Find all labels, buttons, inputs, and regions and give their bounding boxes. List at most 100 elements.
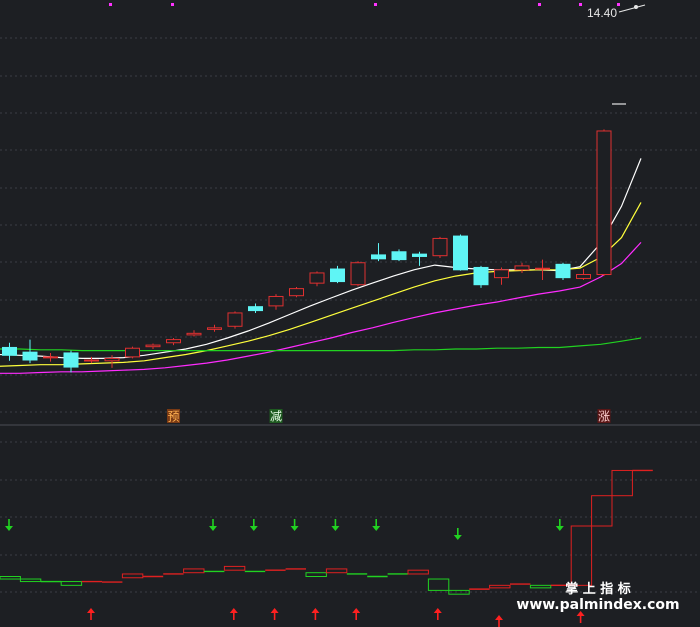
candle-body bbox=[576, 274, 591, 279]
candle bbox=[309, 271, 325, 287]
arrow-head bbox=[5, 526, 13, 531]
signal-tag-bg bbox=[269, 409, 283, 423]
candle bbox=[104, 355, 120, 368]
arrow-head bbox=[249, 526, 258, 531]
watermark-url: www.palmindex.com bbox=[516, 597, 679, 613]
sell-arrow bbox=[249, 519, 258, 531]
candle bbox=[576, 269, 591, 280]
indicator-bar bbox=[611, 469, 633, 497]
buy-arrow bbox=[311, 608, 320, 620]
candle-body bbox=[145, 344, 161, 348]
candle bbox=[166, 338, 181, 346]
candle-body bbox=[555, 263, 571, 279]
indicator-bar bbox=[591, 495, 613, 527]
watermark-title: 掌 上 指 标 bbox=[565, 581, 631, 597]
candle-body bbox=[391, 251, 407, 261]
signal-tag: 涨 bbox=[597, 409, 611, 424]
candle-body bbox=[248, 306, 263, 312]
candle bbox=[453, 234, 468, 271]
buy-arrow bbox=[495, 615, 503, 627]
candle-body bbox=[596, 130, 612, 276]
candle-body bbox=[268, 295, 284, 307]
indicator-bar bbox=[305, 572, 327, 578]
indicator-bar bbox=[570, 525, 593, 586]
moving-average-line bbox=[0, 202, 642, 367]
grid-lines bbox=[0, 37, 700, 593]
buy-arrow bbox=[229, 608, 238, 620]
candle bbox=[2, 342, 17, 361]
signal-tags: 预减涨 bbox=[167, 409, 611, 424]
marker-dot bbox=[374, 3, 377, 6]
candle bbox=[289, 287, 304, 298]
marker-dot bbox=[617, 3, 620, 6]
candle-body bbox=[371, 254, 386, 260]
arrow-head bbox=[209, 526, 217, 531]
arrow-head bbox=[576, 611, 585, 616]
arrow-head bbox=[87, 608, 95, 613]
candle-body bbox=[473, 266, 489, 286]
arrow-head bbox=[229, 608, 238, 613]
candle bbox=[371, 243, 386, 262]
signal-tag-bg bbox=[167, 409, 180, 423]
top-marker-dots bbox=[109, 3, 620, 6]
candle bbox=[350, 261, 366, 287]
candle bbox=[432, 236, 448, 259]
candle-body bbox=[43, 356, 58, 359]
indicator-bar bbox=[407, 569, 429, 575]
buy-arrow bbox=[352, 608, 361, 620]
candle-body bbox=[494, 269, 509, 279]
sell-arrow bbox=[331, 519, 340, 531]
sell-arrow bbox=[5, 519, 13, 531]
watermark: 掌 上 指 标 www.palmindex.com bbox=[516, 581, 679, 613]
signal-tag-bg bbox=[597, 409, 611, 423]
indicator-bar bbox=[183, 568, 205, 574]
candle-body bbox=[412, 253, 427, 257]
signal-tag: 减 bbox=[269, 409, 283, 424]
candle-body bbox=[453, 235, 468, 271]
marker-dot bbox=[171, 3, 174, 6]
candle-body bbox=[63, 352, 79, 368]
sell-arrow bbox=[209, 519, 217, 531]
candle-body bbox=[289, 288, 304, 297]
indicator-bar bbox=[529, 584, 552, 589]
candle bbox=[145, 343, 161, 350]
candle bbox=[207, 324, 222, 332]
candle bbox=[84, 356, 99, 364]
arrow-head bbox=[352, 608, 361, 613]
max-price-label: 14.40 bbox=[587, 6, 617, 20]
candle-body bbox=[514, 265, 530, 271]
candle-body bbox=[350, 262, 366, 286]
marker-dot bbox=[109, 3, 112, 6]
signal-tag-label: 减 bbox=[270, 410, 282, 424]
candle bbox=[248, 303, 263, 313]
signal-tag: 预 bbox=[167, 409, 180, 424]
indicator-bar bbox=[0, 576, 21, 580]
arrow-head bbox=[495, 615, 503, 620]
arrow-head bbox=[290, 526, 299, 531]
candle bbox=[22, 339, 38, 364]
buy-arrow bbox=[270, 608, 279, 620]
buy-arrow bbox=[87, 608, 95, 620]
indicator-bar bbox=[427, 578, 450, 591]
arrow-head bbox=[372, 526, 381, 531]
marker-dot bbox=[579, 3, 582, 6]
marker-dot bbox=[538, 3, 541, 6]
candle bbox=[555, 262, 571, 280]
candle-body bbox=[22, 351, 38, 361]
arrow-head bbox=[433, 608, 442, 613]
candle-body bbox=[432, 237, 448, 257]
moving-average-line bbox=[0, 241, 642, 374]
indicator-arrows bbox=[5, 519, 585, 627]
candle bbox=[63, 350, 79, 373]
candle bbox=[514, 262, 530, 273]
arrow-head bbox=[311, 608, 320, 613]
candle bbox=[535, 259, 550, 280]
arrow-head bbox=[270, 608, 279, 613]
candle bbox=[494, 267, 509, 285]
indicator-bar bbox=[448, 589, 470, 595]
signal-tag-label: 预 bbox=[167, 410, 179, 424]
sell-arrow bbox=[453, 528, 462, 540]
candle bbox=[227, 311, 243, 329]
candlestick-series bbox=[2, 129, 612, 373]
candle-body bbox=[330, 268, 345, 283]
